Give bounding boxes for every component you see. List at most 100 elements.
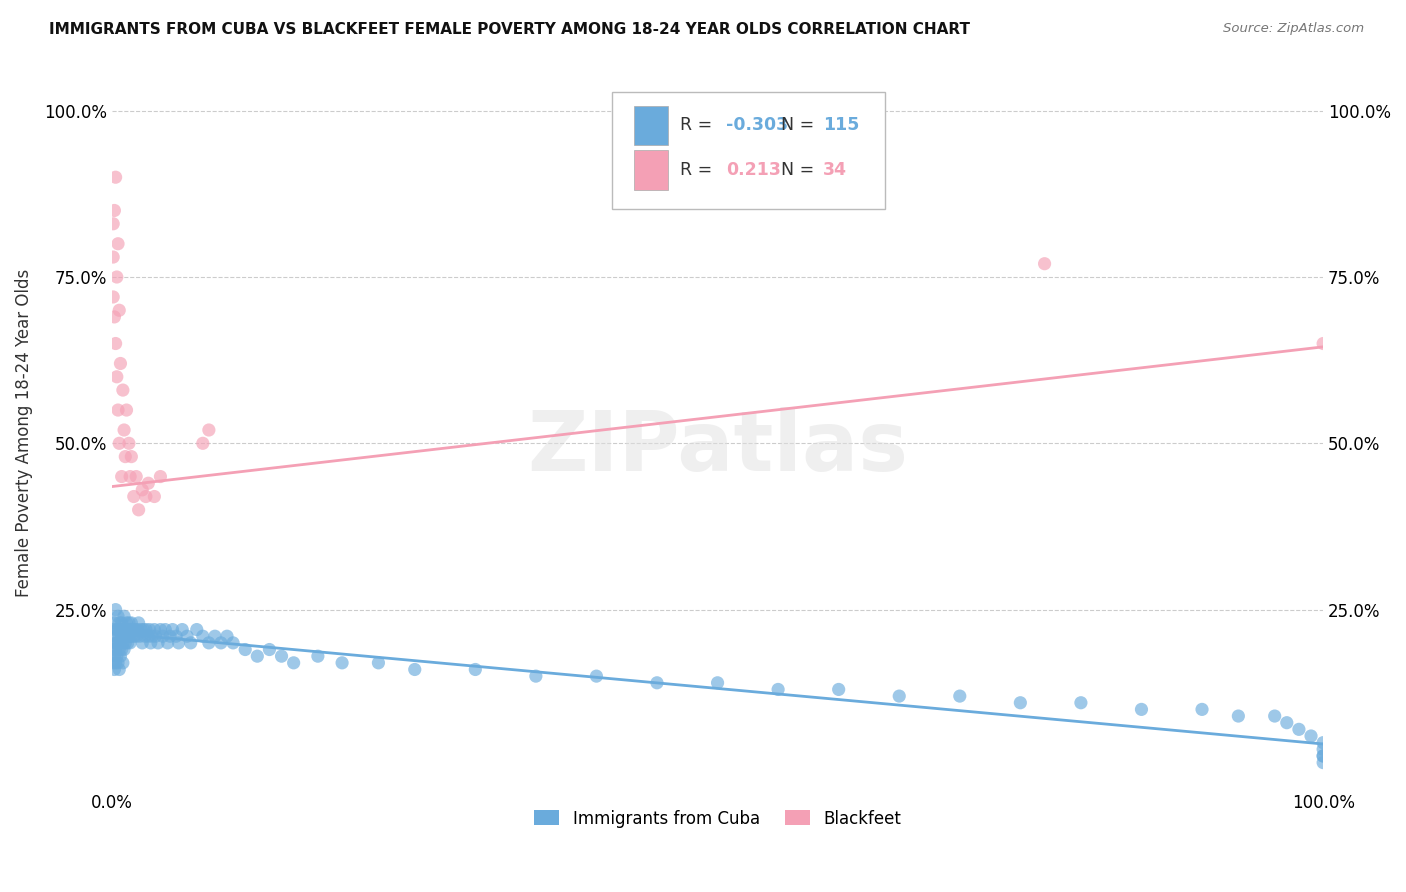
- Point: [146, 636, 169, 650]
- Point: [706, 675, 728, 690]
- Point: [152, 629, 174, 643]
- Point: [108, 642, 131, 657]
- Point: [110, 649, 132, 664]
- Point: [112, 642, 135, 657]
- Point: [131, 483, 153, 497]
- Point: [114, 623, 136, 637]
- Point: [1312, 336, 1334, 351]
- Point: [156, 636, 179, 650]
- Point: [330, 656, 353, 670]
- Point: [104, 602, 127, 616]
- Point: [259, 642, 281, 657]
- Point: [120, 450, 142, 464]
- Point: [124, 623, 146, 637]
- Point: [111, 656, 134, 670]
- Point: [1070, 696, 1092, 710]
- Point: [105, 270, 128, 285]
- Point: [404, 663, 426, 677]
- Point: [134, 629, 156, 643]
- Point: [186, 623, 208, 637]
- Point: [111, 615, 134, 630]
- Text: R =: R =: [681, 161, 717, 179]
- Point: [129, 623, 152, 637]
- Point: [198, 423, 221, 437]
- Point: [112, 609, 135, 624]
- Point: [139, 636, 162, 650]
- Point: [107, 609, 129, 624]
- Point: [107, 623, 129, 637]
- Point: [1312, 736, 1334, 750]
- Point: [204, 629, 226, 643]
- Point: [111, 642, 134, 657]
- Point: [121, 623, 143, 637]
- Point: [103, 656, 125, 670]
- Point: [105, 623, 128, 637]
- Point: [111, 383, 134, 397]
- Point: [128, 615, 150, 630]
- Point: [172, 623, 194, 637]
- Point: [233, 642, 256, 657]
- Text: IMMIGRANTS FROM CUBA VS BLACKFEET FEMALE POVERTY AMONG 18-24 YEAR OLDS CORRELATI: IMMIGRANTS FROM CUBA VS BLACKFEET FEMALE…: [49, 22, 970, 37]
- Point: [162, 623, 184, 637]
- FancyBboxPatch shape: [634, 151, 668, 189]
- Point: [246, 649, 269, 664]
- Legend: Immigrants from Cuba, Blackfeet: Immigrants from Cuba, Blackfeet: [527, 803, 907, 834]
- Point: [1191, 702, 1213, 716]
- Point: [1010, 696, 1032, 710]
- Point: [117, 636, 139, 650]
- Point: [167, 636, 190, 650]
- Point: [141, 629, 163, 643]
- Point: [122, 490, 145, 504]
- Point: [766, 682, 789, 697]
- Point: [155, 623, 177, 637]
- Point: [115, 629, 138, 643]
- Point: [127, 623, 149, 637]
- Point: [114, 636, 136, 650]
- Point: [110, 636, 132, 650]
- Point: [307, 649, 329, 664]
- Point: [136, 476, 159, 491]
- Point: [165, 629, 187, 643]
- Point: [143, 490, 166, 504]
- Point: [283, 656, 305, 670]
- Point: [103, 636, 125, 650]
- Point: [1288, 723, 1310, 737]
- Point: [209, 636, 232, 650]
- Point: [1312, 742, 1334, 756]
- Point: [103, 203, 125, 218]
- Point: [645, 675, 668, 690]
- Point: [115, 615, 138, 630]
- Point: [118, 436, 141, 450]
- Point: [120, 636, 142, 650]
- Point: [889, 689, 911, 703]
- Point: [111, 469, 134, 483]
- Point: [107, 656, 129, 670]
- Point: [105, 636, 128, 650]
- Text: 0.213: 0.213: [725, 161, 780, 179]
- Point: [103, 649, 125, 664]
- Point: [149, 469, 172, 483]
- Point: [120, 469, 142, 483]
- Point: [464, 663, 486, 677]
- Point: [110, 356, 132, 370]
- Point: [115, 403, 138, 417]
- Point: [128, 503, 150, 517]
- Point: [1264, 709, 1286, 723]
- Point: [104, 336, 127, 351]
- Point: [104, 170, 127, 185]
- Point: [107, 403, 129, 417]
- Point: [132, 623, 155, 637]
- Point: [103, 217, 125, 231]
- Point: [143, 623, 166, 637]
- Point: [191, 436, 214, 450]
- Point: [103, 642, 125, 657]
- Point: [1312, 748, 1334, 763]
- Point: [1275, 715, 1298, 730]
- FancyBboxPatch shape: [634, 105, 668, 145]
- Point: [136, 629, 159, 643]
- Point: [103, 623, 125, 637]
- Point: [108, 436, 131, 450]
- Point: [104, 629, 127, 643]
- Point: [176, 629, 198, 643]
- Text: 34: 34: [823, 161, 846, 179]
